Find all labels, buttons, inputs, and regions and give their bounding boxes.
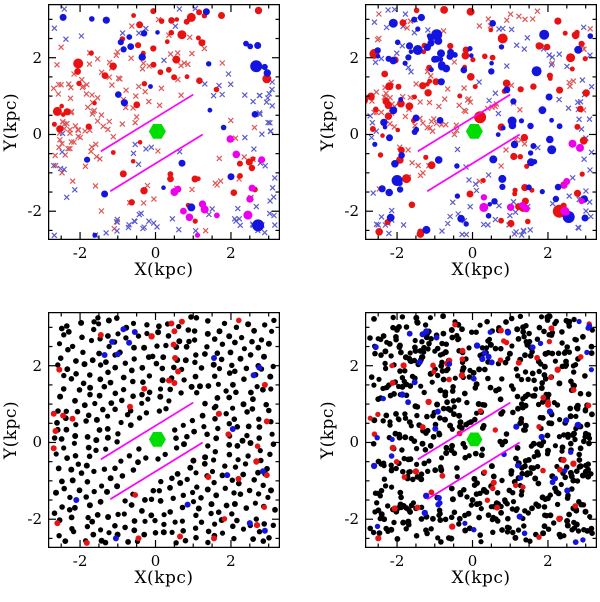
panel-frame	[365, 312, 597, 548]
series-magenta-dots	[479, 139, 585, 216]
bar-outline-lines	[417, 401, 521, 500]
y-tick-label: -2	[27, 202, 42, 221]
series-red-dots	[50, 317, 270, 546]
scatter-canvas-bottom-right	[365, 312, 597, 548]
y-tick-label: 0	[349, 433, 359, 452]
y-tick-label: -2	[27, 510, 42, 529]
series-black-dots	[51, 314, 278, 546]
series-blue-dots	[73, 326, 268, 542]
series-red-dots	[367, 321, 592, 542]
series-blue-crosses	[367, 6, 595, 239]
x-tick-label: 2	[226, 552, 236, 570]
y-tick-label: 2	[349, 356, 359, 375]
y-tick-label: 2	[32, 356, 42, 375]
panel-frame	[365, 4, 597, 240]
x-axis-label-top-left: X(kpc)	[134, 260, 194, 280]
x-tick-label: 0	[467, 552, 478, 570]
x-tick-label: -2	[72, 552, 88, 570]
series-blue-dots	[370, 318, 594, 545]
galaxy-center-hexagon-marker	[148, 124, 166, 139]
x-tick-label: 0	[150, 244, 161, 262]
scatter-canvas-top-left	[48, 4, 280, 240]
y-tick-label: -2	[344, 510, 359, 529]
x-tick-label: -2	[389, 552, 405, 570]
galaxy-center-hexagon-marker	[148, 432, 166, 447]
scatter-panel-top-left: X(kpc) Y(kpc) -2 0 2 -2 0 2	[1, 4, 280, 280]
y-tick-label: 0	[32, 125, 42, 144]
x-tick-label: -2	[389, 244, 405, 262]
y-tick-label: 0	[32, 433, 42, 452]
axis-ticks	[48, 4, 280, 240]
x-tick-label: 0	[467, 244, 478, 262]
galaxy-center-hexagon-marker	[465, 124, 483, 139]
x-tick-label: -2	[72, 244, 88, 262]
x-tick-label: 2	[226, 244, 236, 262]
y-tick-label: 2	[32, 48, 42, 67]
x-axis-label-bottom-right: X(kpc)	[451, 568, 511, 588]
series-magenta-dots	[170, 135, 266, 238]
y-tick-label: 2	[349, 48, 359, 67]
x-tick-label: 2	[543, 552, 553, 570]
series-blue-crosses	[50, 5, 278, 239]
y-axis-label-bottom-left: Y(kpc)	[1, 400, 21, 460]
x-tick-label: 0	[150, 552, 161, 570]
panel-frame	[48, 4, 280, 240]
y-tick-label: 0	[349, 125, 359, 144]
x-axis-label-top-right: X(kpc)	[451, 260, 511, 280]
bar-outline-lines	[100, 401, 204, 500]
scatter-canvas-top-right	[365, 4, 597, 240]
panel-frame	[48, 312, 280, 548]
bar-outline-lines	[417, 93, 521, 192]
y-axis-label-bottom-right: Y(kpc)	[318, 400, 338, 460]
x-tick-label: 2	[543, 244, 553, 262]
series-blue-dots	[372, 13, 594, 234]
bar-outline-lines	[100, 93, 204, 192]
series-red-dots	[51, 6, 272, 224]
scatter-panel-bottom-right: X(kpc) Y(kpc) -2 0 2 -2 0 2	[318, 312, 597, 588]
y-axis-label-top-left: Y(kpc)	[1, 92, 21, 152]
series-black-dots	[367, 313, 595, 545]
scatter-canvas-bottom-left	[48, 312, 280, 548]
scatter-panel-top-right: X(kpc) Y(kpc) -2 0 2 -2 0 2	[318, 4, 597, 280]
y-axis-label-top-right: Y(kpc)	[318, 92, 338, 152]
series-blue-dots	[59, 8, 271, 238]
galaxy-center-hexagon-marker	[466, 432, 483, 447]
x-axis-label-bottom-left: X(kpc)	[134, 568, 194, 588]
scatter-panel-bottom-left: X(kpc) Y(kpc) -2 0 2 -2 0 2	[1, 312, 280, 588]
y-tick-label: -2	[344, 202, 359, 221]
